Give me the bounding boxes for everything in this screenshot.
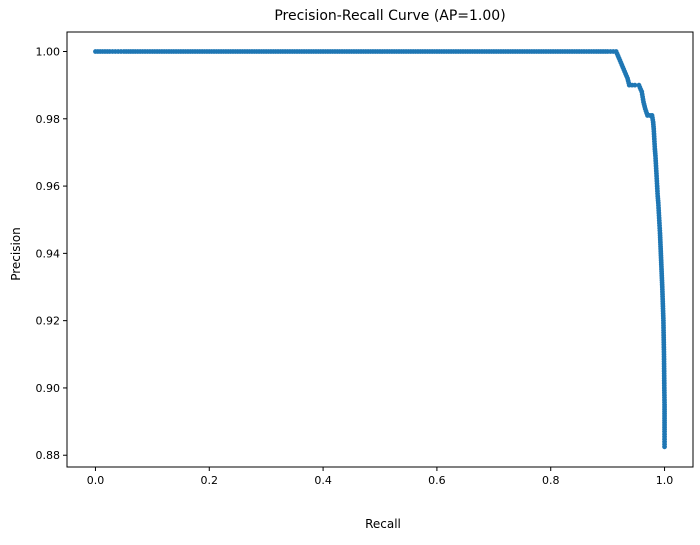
data-point <box>658 255 664 261</box>
data-point <box>632 82 638 88</box>
x-tick-label: 0.4 <box>314 474 332 487</box>
data-point <box>662 441 667 447</box>
data-point <box>517 49 523 54</box>
data-point <box>654 171 659 176</box>
data-point <box>656 208 662 213</box>
data-point <box>618 60 624 66</box>
data-point <box>655 198 661 204</box>
data-point <box>489 49 494 54</box>
data-point <box>652 151 658 156</box>
data-point <box>460 49 466 54</box>
x-axis-label: Recall <box>365 517 401 531</box>
data-point <box>176 49 181 54</box>
data-point <box>642 104 648 109</box>
x-tick-label: 0.8 <box>542 474 560 487</box>
data-point <box>662 413 667 419</box>
x-axis-ticks: 0.0 0.2 0.4 0.6 0.8 1.0 <box>87 467 674 487</box>
data-point <box>658 242 663 247</box>
data-point <box>615 53 621 59</box>
y-tick-label: 0.92 <box>36 315 61 328</box>
series-line <box>95 50 666 447</box>
data-point <box>650 117 656 123</box>
data-point <box>654 181 660 186</box>
data-point <box>626 80 632 86</box>
data-point <box>346 49 352 54</box>
data-point <box>621 67 627 72</box>
data-point <box>574 49 580 54</box>
data-point <box>130 49 136 54</box>
data-point <box>147 49 153 54</box>
data-point <box>232 49 238 54</box>
data-point <box>204 49 210 54</box>
data-point <box>657 228 663 234</box>
data-point <box>651 134 657 139</box>
series-points-group <box>93 49 667 450</box>
data-point <box>661 383 667 388</box>
data-point <box>655 191 660 197</box>
data-point <box>661 349 667 355</box>
y-axis-ticks: 0.88 0.90 0.92 0.94 0.96 0.98 1.00 <box>36 46 67 462</box>
data-point <box>375 49 381 54</box>
y-tick-label: 0.90 <box>36 382 61 395</box>
data-point <box>662 436 667 442</box>
x-tick-label: 0.6 <box>428 474 446 487</box>
data-point <box>660 299 666 304</box>
data-point <box>660 315 666 321</box>
x-tick-label: 1.0 <box>656 474 674 487</box>
data-point <box>644 110 650 116</box>
plot-area-frame <box>66 31 694 468</box>
chart-title: Precision-Recall Curve (AP=1.00) <box>274 8 505 24</box>
data-point <box>662 399 667 405</box>
data-point <box>652 144 658 149</box>
data-point <box>659 268 665 274</box>
data-point <box>610 49 616 54</box>
data-point <box>118 49 124 54</box>
x-tick-label: 0.2 <box>201 474 219 487</box>
data-point <box>656 218 662 223</box>
data-point <box>432 49 437 54</box>
y-tick-label: 0.88 <box>36 449 61 462</box>
data-point <box>653 160 659 166</box>
data-point <box>662 427 667 432</box>
data-point <box>661 366 667 372</box>
data-point <box>659 282 665 288</box>
data-point <box>403 49 409 54</box>
data-point <box>661 332 667 338</box>
y-tick-label: 0.98 <box>36 113 61 126</box>
y-tick-label: 0.96 <box>36 180 61 193</box>
y-tick-label: 0.94 <box>36 247 61 260</box>
y-tick-label: 1.00 <box>36 46 61 59</box>
data-point <box>638 87 644 93</box>
data-point <box>602 49 608 54</box>
series-line-group <box>95 50 666 447</box>
data-point <box>110 49 115 54</box>
y-axis-label: Precision <box>9 227 23 281</box>
data-point <box>624 73 630 79</box>
data-point <box>104 49 110 54</box>
data-point <box>261 49 267 54</box>
data-point <box>651 124 656 130</box>
x-tick-label: 0.0 <box>87 474 105 487</box>
data-point <box>318 49 324 54</box>
data-point <box>591 49 597 54</box>
data-point <box>289 49 295 54</box>
data-point <box>545 49 551 54</box>
data-point <box>640 97 646 102</box>
